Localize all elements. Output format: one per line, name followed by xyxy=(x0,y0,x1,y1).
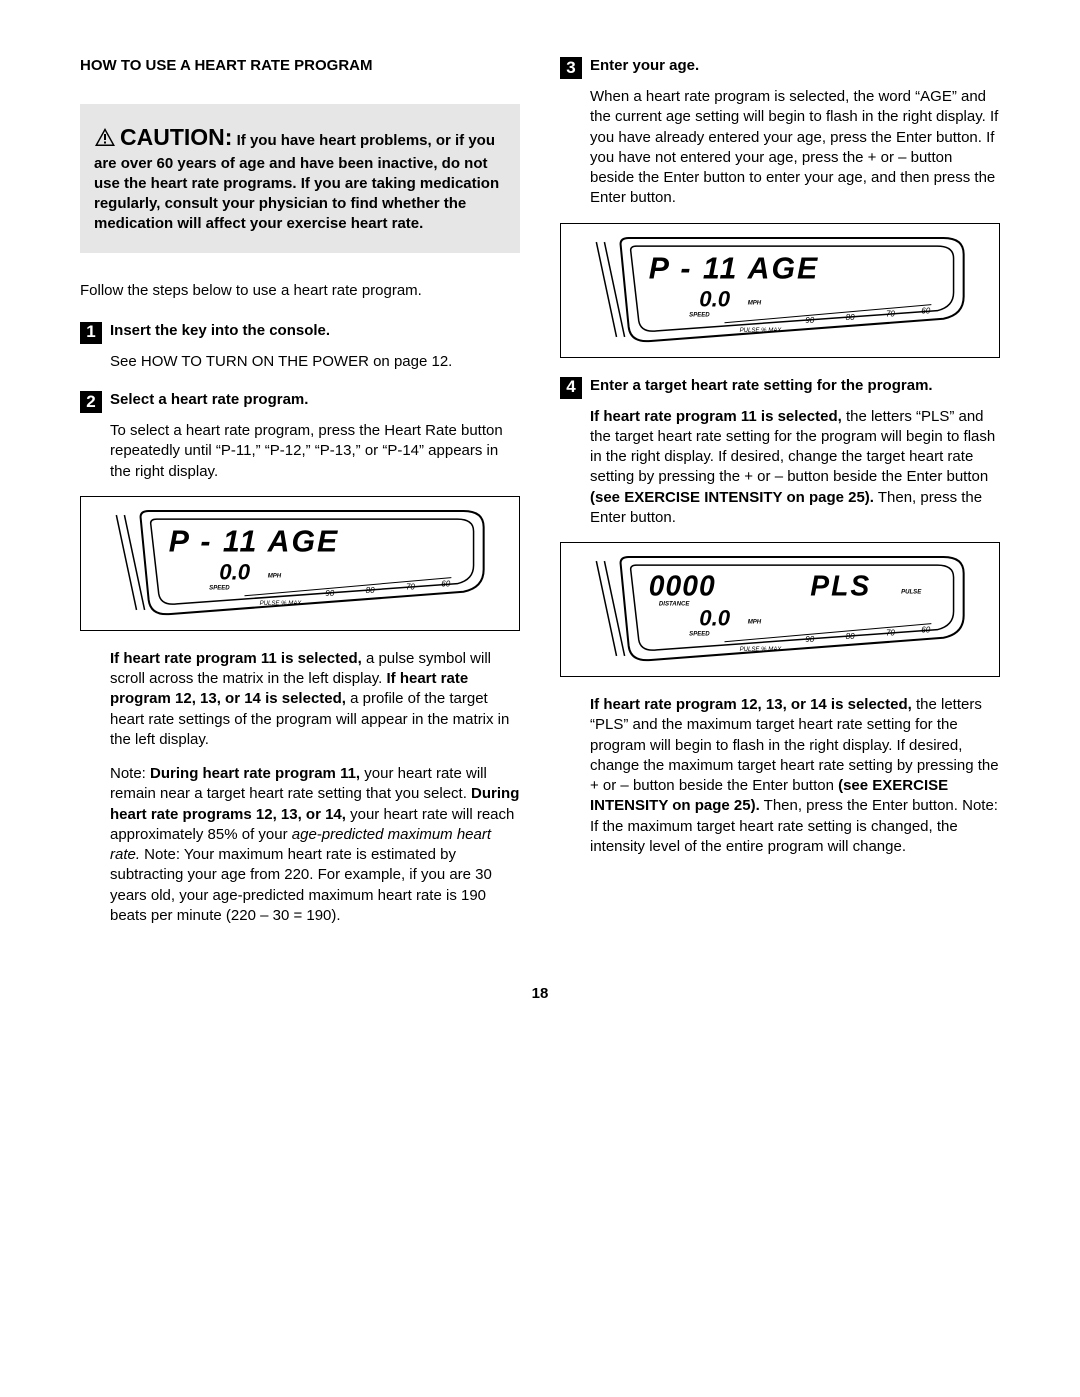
svg-text:PULSE: PULSE xyxy=(901,589,922,595)
right-column: 3 Enter your age. When a heart rate prog… xyxy=(560,56,1000,944)
step-2-body: To select a heart rate program, press th… xyxy=(110,421,520,926)
svg-text:80: 80 xyxy=(846,632,855,641)
svg-text:P - 11 AGE: P - 11 AGE xyxy=(169,525,339,558)
step-4-header: 4 Enter a target heart rate setting for … xyxy=(560,376,1000,399)
svg-text:SPEED: SPEED xyxy=(689,632,710,638)
step-4-body: If heart rate program 11 is selected, th… xyxy=(590,407,1000,858)
svg-text:MPH: MPH xyxy=(748,300,762,306)
caution-box: CAUTION: If you have heart problems, or … xyxy=(80,104,520,252)
step-1-title: Insert the key into the console. xyxy=(110,321,330,341)
step-2-header: 2 Select a heart rate program. xyxy=(80,390,520,413)
step-4-p2: If heart rate program 12, 13, or 14 is s… xyxy=(590,695,1000,857)
step-1-body: See HOW TO TURN ON THE POWER on page 12. xyxy=(110,352,520,372)
svg-text:90: 90 xyxy=(805,635,814,644)
svg-text:70: 70 xyxy=(886,629,895,638)
step-4-number: 4 xyxy=(560,377,582,399)
page-number: 18 xyxy=(80,984,1000,1004)
step-2-number: 2 xyxy=(80,391,102,413)
step-2-p2: If heart rate program 11 is selected, a … xyxy=(110,649,520,750)
svg-text:PULSE % MAX: PULSE % MAX xyxy=(740,647,783,653)
step-3-text: When a heart rate program is selected, t… xyxy=(590,87,1000,209)
console-display-pls: 0000 PLS PULSE DISTANCE 0.0 MPH SPEED PU… xyxy=(560,542,1000,677)
step-2-title: Select a heart rate program. xyxy=(110,390,308,410)
svg-text:90: 90 xyxy=(805,315,814,324)
console-display-svg: 0000 PLS PULSE DISTANCE 0.0 MPH SPEED PU… xyxy=(569,555,991,666)
svg-text:80: 80 xyxy=(846,312,855,321)
svg-text:DISTANCE: DISTANCE xyxy=(659,601,690,607)
step-4-title: Enter a target heart rate setting for th… xyxy=(590,376,933,396)
svg-text:0.0: 0.0 xyxy=(219,559,251,584)
svg-text:MPH: MPH xyxy=(268,573,282,579)
svg-text:70: 70 xyxy=(886,309,895,318)
step-1-header: 1 Insert the key into the console. xyxy=(80,321,520,344)
svg-text:P - 11 AGE: P - 11 AGE xyxy=(649,252,819,285)
step-2-p3: Note: During heart rate program 11, your… xyxy=(110,764,520,926)
svg-text:0000: 0000 xyxy=(649,569,716,601)
step-4-p1: If heart rate program 11 is selected, th… xyxy=(590,407,1000,529)
console-display-age-2: P - 11 AGE 0.0 MPH SPEED PULSE % MAX 90 … xyxy=(560,223,1000,358)
left-column: HOW TO USE A HEART RATE PROGRAM CAUTION:… xyxy=(80,56,520,944)
svg-text:MPH: MPH xyxy=(748,620,762,626)
svg-text:0.0: 0.0 xyxy=(699,286,731,311)
step-2-p1: To select a heart rate program, press th… xyxy=(110,421,520,482)
svg-text:60: 60 xyxy=(921,626,930,635)
console-display-age-1: P - 11 AGE 0.0 MPH SPEED PULSE % MAX 90 … xyxy=(80,496,520,631)
svg-text:60: 60 xyxy=(921,306,930,315)
step-3-body: When a heart rate program is selected, t… xyxy=(590,87,1000,358)
step-3-number: 3 xyxy=(560,57,582,79)
svg-text:PULSE % MAX: PULSE % MAX xyxy=(260,601,303,607)
step-1-text: See HOW TO TURN ON THE POWER on page 12. xyxy=(110,352,520,372)
svg-text:80: 80 xyxy=(366,586,375,595)
intro-text: Follow the steps below to use a heart ra… xyxy=(80,281,520,301)
section-title: HOW TO USE A HEART RATE PROGRAM xyxy=(80,56,520,76)
svg-text:70: 70 xyxy=(406,582,415,591)
svg-text:PLS: PLS xyxy=(810,569,871,601)
console-display-svg: P - 11 AGE 0.0 MPH SPEED PULSE % MAX 90 … xyxy=(89,509,511,620)
caution-lead: CAUTION: xyxy=(120,124,232,150)
two-column-layout: HOW TO USE A HEART RATE PROGRAM CAUTION:… xyxy=(80,56,1000,944)
svg-text:SPEED: SPEED xyxy=(209,585,230,591)
step-3-title: Enter your age. xyxy=(590,56,699,76)
svg-text:SPEED: SPEED xyxy=(689,312,710,318)
step-1-number: 1 xyxy=(80,322,102,344)
step-3-header: 3 Enter your age. xyxy=(560,56,1000,79)
svg-text:90: 90 xyxy=(325,589,334,598)
svg-text:PULSE % MAX: PULSE % MAX xyxy=(740,327,783,333)
svg-text:60: 60 xyxy=(441,579,450,588)
console-display-svg: P - 11 AGE 0.0 MPH SPEED PULSE % MAX 90 … xyxy=(569,236,991,347)
svg-text:0.0: 0.0 xyxy=(699,606,731,631)
warning-icon xyxy=(94,127,116,153)
